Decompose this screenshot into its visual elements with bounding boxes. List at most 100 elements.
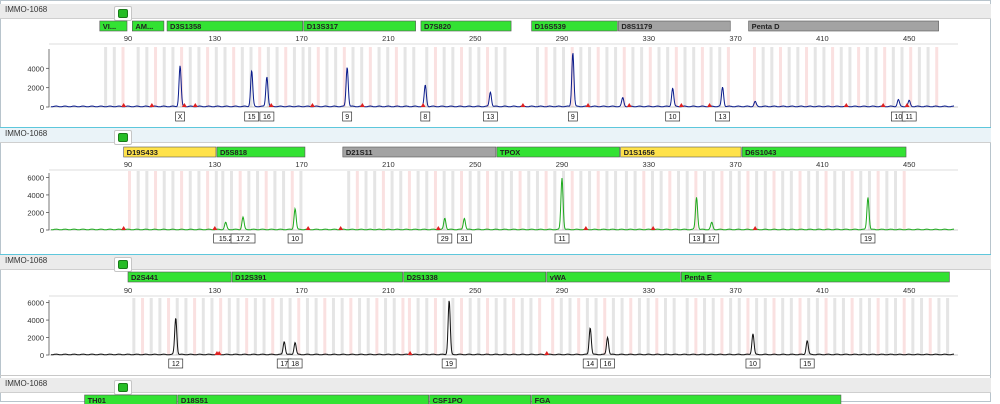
allele-bin (859, 298, 863, 355)
panel-header: IMMO-1068 (0, 4, 991, 19)
size-tick-label: 330 (643, 160, 656, 169)
allele-call-box[interactable] (554, 233, 570, 244)
allele-call-box[interactable] (420, 111, 431, 122)
panel-chart-green[interactable]: D19S433 D5S818 D21S11 TPOX D1S1656 D6S1043 90 1… (0, 128, 991, 254)
size-tick-label: 410 (816, 34, 829, 43)
allele-bin (331, 298, 335, 355)
allele-call-box[interactable] (860, 233, 876, 244)
allele-bin (381, 171, 385, 230)
allele-bin (121, 47, 125, 107)
allele-bin (876, 298, 880, 355)
allele-call-box[interactable] (799, 358, 815, 369)
locus-bar[interactable] (132, 20, 165, 32)
allele-bin (512, 298, 516, 355)
allele-call-box[interactable] (689, 233, 704, 244)
status-button[interactable] (114, 257, 132, 272)
allele-bin (349, 298, 353, 355)
allele-call-box[interactable] (259, 111, 275, 122)
size-tick-label: 210 (382, 160, 395, 169)
allele-call-box[interactable] (287, 233, 303, 244)
allele-call-label: 13 (693, 236, 701, 243)
panel-chart-blue[interactable]: VI... AM... D3S1358 D13S317 D7S820 D16S539 D8S… (0, 4, 991, 127)
locus-bar[interactable] (166, 20, 304, 32)
status-button[interactable] (114, 130, 132, 145)
locus-bar[interactable] (403, 271, 547, 283)
locus-bar[interactable] (99, 20, 128, 32)
allele-bin (180, 47, 184, 107)
panel-chart-black[interactable]: D2S441 D12S391 D2S1338 vWA Penta E90 130 170 21… (0, 255, 991, 375)
allele-bin (486, 298, 490, 355)
size-tick-label: 90 (124, 34, 132, 43)
locus-bar[interactable] (127, 271, 232, 283)
size-tick-label: 290 (556, 34, 569, 43)
allele-call-box[interactable] (437, 233, 453, 244)
locus-bar[interactable] (620, 146, 742, 158)
size-tick-label: 170 (295, 160, 308, 169)
locus-bar[interactable] (496, 146, 620, 158)
status-button[interactable] (114, 6, 132, 21)
locus-bar[interactable] (618, 20, 731, 32)
locus-bar[interactable] (531, 394, 842, 404)
allele-call-box[interactable] (244, 111, 260, 122)
allele-call-box[interactable] (582, 358, 598, 369)
allele-call-box[interactable] (704, 233, 720, 244)
allele-bin (347, 171, 351, 230)
allele-call-box[interactable] (600, 358, 615, 369)
locus-bar[interactable] (231, 271, 403, 283)
allele-bin (279, 298, 283, 355)
allele-bin (709, 47, 713, 107)
allele-bin (611, 298, 615, 355)
allele-call-box[interactable] (287, 358, 303, 369)
panel-header: IMMO-1068 (0, 128, 991, 143)
artifact-marker (583, 226, 589, 230)
allele-bin (614, 171, 618, 230)
status-button[interactable] (114, 380, 132, 395)
locus-bar[interactable] (123, 146, 217, 158)
allele-call-label: 17.2 (236, 236, 250, 243)
locus-bar[interactable] (84, 394, 178, 404)
artifact-marker (407, 351, 413, 355)
allele-bin (798, 298, 802, 355)
allele-call-box[interactable] (175, 111, 185, 122)
allele-bin (529, 298, 533, 355)
allele-call-box[interactable] (483, 111, 498, 122)
allele-call-box[interactable] (342, 111, 353, 122)
allele-bin (425, 47, 429, 107)
locus-bar[interactable] (681, 271, 950, 283)
locus-bar[interactable] (342, 146, 497, 158)
allele-bin (703, 298, 707, 355)
allele-call-box[interactable] (441, 358, 457, 369)
locus-bar[interactable] (748, 20, 939, 32)
allele-bin (162, 171, 166, 230)
locus-bar[interactable] (216, 146, 306, 158)
allele-bin (894, 171, 898, 230)
allele-bin (288, 298, 292, 355)
allele-call-box[interactable] (901, 111, 917, 122)
allele-call-box[interactable] (745, 358, 761, 369)
allele-bin (527, 171, 531, 230)
allele-bin (323, 298, 327, 355)
locus-bar[interactable] (177, 394, 429, 404)
allele-bin (772, 298, 776, 355)
allele-call-box[interactable] (665, 111, 681, 122)
allele-call-label: 19 (864, 236, 872, 243)
allele-bin (781, 171, 785, 230)
allele-call-box[interactable] (457, 233, 472, 244)
locus-bar[interactable] (429, 394, 531, 404)
allele-call-box[interactable] (715, 111, 730, 122)
allele-bin (850, 298, 854, 355)
allele-bin (375, 298, 379, 355)
locus-bar[interactable] (546, 271, 681, 283)
locus-bar[interactable] (303, 20, 416, 32)
allele-bin (815, 171, 819, 230)
locus-bar[interactable] (741, 146, 907, 158)
locus-bar[interactable] (420, 20, 512, 32)
allele-call-box[interactable] (230, 233, 256, 244)
allele-call-box[interactable] (567, 111, 578, 122)
allele-bin (403, 47, 407, 107)
y-tick-label: 0 (40, 351, 44, 360)
allele-call-box[interactable] (168, 358, 184, 369)
locus-label: D6S1043 (745, 148, 776, 157)
locus-bar[interactable] (531, 20, 618, 32)
allele-bin (193, 298, 197, 355)
